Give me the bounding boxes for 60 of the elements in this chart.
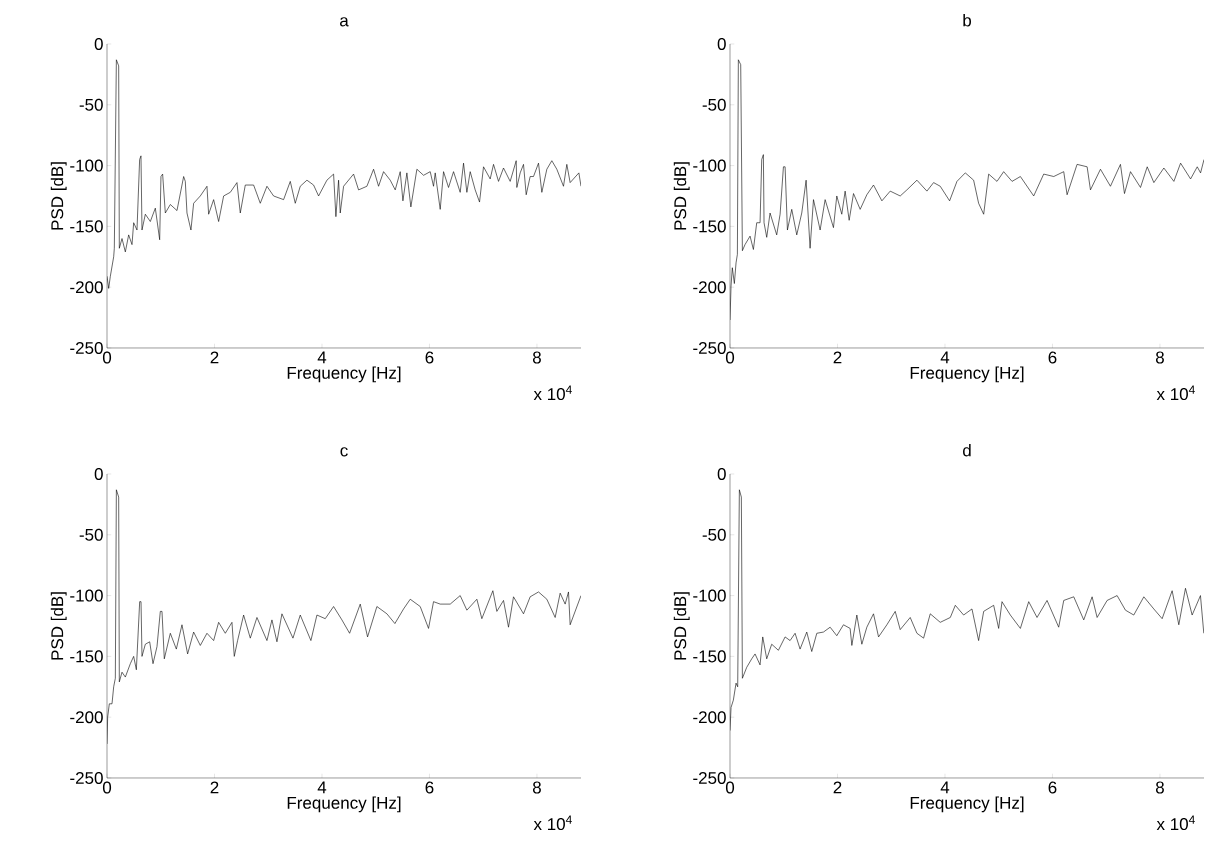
x-tick-label: 2 [210,351,219,364]
x-tick-label: 0 [102,781,112,794]
x-tick-label: 8 [1155,351,1164,364]
y-tick-label: -250 [693,341,726,355]
text: x 10$^{4}$ [533,385,572,401]
y-tick-label: -200 [70,281,103,294]
x-tick-label: 4 [940,781,950,794]
y-tick-label: -50 [79,98,103,111]
x-tick-label: 6 [425,351,434,364]
y-tick-label: -250 [693,771,726,785]
y-tick-label: -200 [693,711,726,724]
x-axis-title: Frequency [Hz] [910,366,1024,383]
x-tick-label: 2 [210,781,219,794]
chart-title: a [340,17,349,27]
y-axis-title: PSD [dB] [673,162,690,230]
text: x 10$^{4}$ [1156,815,1195,831]
x-tick-label: 0 [725,351,735,364]
x-tick-label: 4 [317,781,327,794]
y-tick-label: -100 [70,589,103,602]
x-tick-label: 2 [833,781,842,794]
x-tick-label: 8 [532,781,541,794]
y-tick-label: -150 [70,650,103,663]
x-tick-label: 8 [532,351,541,364]
y-axis-title: PSD [dB] [673,592,690,660]
y-tick-label: -50 [79,528,103,541]
x-tick-label: 4 [940,351,950,364]
y-tick-label: -200 [693,281,726,294]
y-tick-label: 0 [717,37,726,51]
y-tick-label: -150 [70,220,103,233]
y-tick-label: -50 [702,98,726,111]
text: x 10$^{4}$ [533,815,572,831]
y-tick-label: -100 [693,589,726,602]
y-tick-label: 0 [94,467,103,481]
y-tick-label: -50 [702,528,726,541]
x-tick-label: 8 [1155,781,1164,794]
y-tick-label: 0 [717,467,726,481]
y-tick-label: -250 [70,771,103,785]
x-axis-title: Frequency [Hz] [910,796,1024,813]
y-tick-label: 0 [94,37,103,51]
chart-title: d [963,444,971,457]
y-tick-label: -100 [70,159,103,172]
y-tick-label: -150 [693,220,726,233]
text: x 10$^{4}$ [1156,385,1195,401]
x-tick-label: 6 [425,781,434,794]
y-tick-label: -250 [70,341,103,355]
y-axis-title: PSD [dB] [50,162,67,230]
x-axis-title: Frequency [Hz] [287,366,401,383]
x-tick-label: 6 [1048,351,1057,364]
y-axis-title: PSD [dB] [50,592,67,660]
y-tick-label: -150 [693,650,726,663]
y-tick-label: -200 [70,711,103,724]
y-tick-label: -100 [693,159,726,172]
x-tick-label: 2 [833,351,842,364]
chart-title: c [340,447,348,457]
chart-title: b [963,14,972,27]
x-tick-label: 0 [725,781,735,794]
x-tick-label: 0 [102,351,112,364]
x-axis-title: Frequency [Hz] [287,796,401,813]
x-tick-label: 4 [317,351,327,364]
x-tick-label: 6 [1048,781,1057,794]
